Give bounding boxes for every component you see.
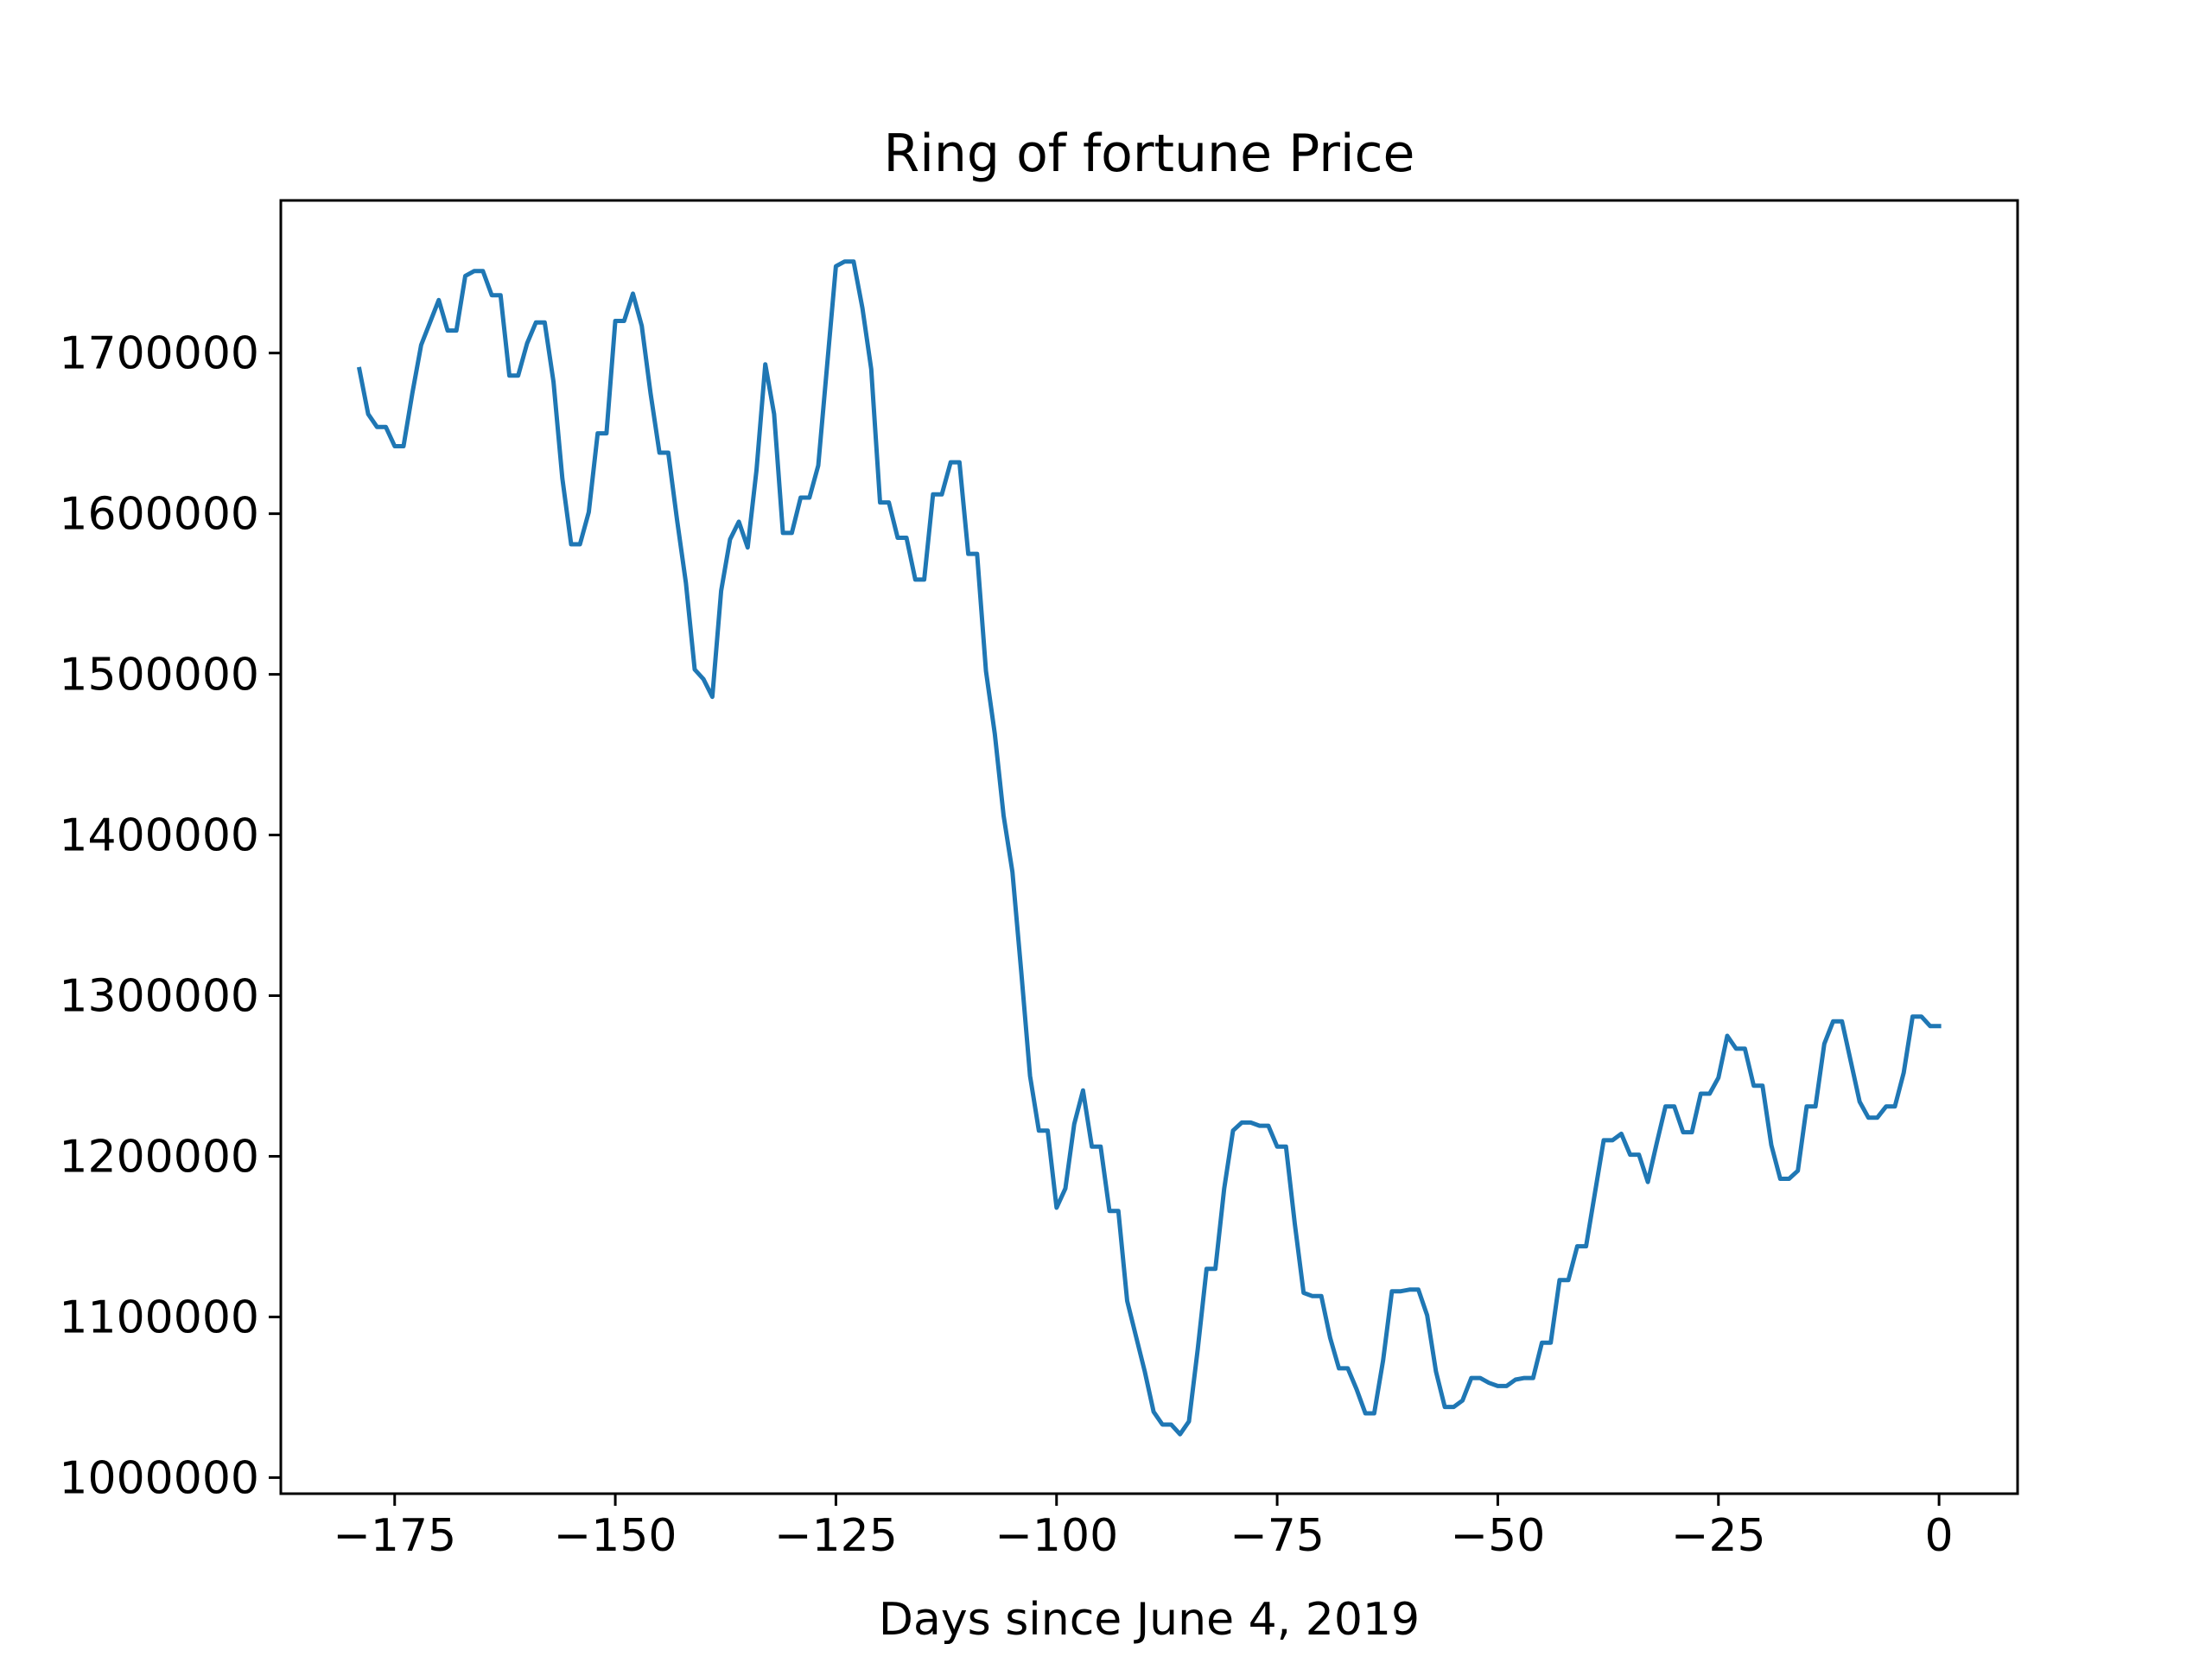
y-tick-label: 1300000	[59, 971, 259, 1023]
y-tick-label: 1400000	[59, 810, 259, 862]
chart-title: Ring of fortune Price	[884, 124, 1415, 184]
x-tick-label: −25	[1671, 1510, 1766, 1562]
axes-frame	[279, 199, 2019, 1495]
x-tick-label: −175	[333, 1510, 456, 1562]
y-tick-label: 1500000	[59, 650, 259, 701]
y-tick-label: 1100000	[59, 1292, 259, 1343]
y-tick-label: 1600000	[59, 489, 259, 541]
y-tick-label: 1200000	[59, 1131, 259, 1183]
x-axis-label: Days since June 4, 2019	[879, 1594, 1420, 1646]
y-axis-ticks: 1000000 1100000 1200000 1300000 1400000 15000…	[59, 328, 281, 1504]
x-tick-label: −100	[995, 1510, 1118, 1562]
x-tick-label: −125	[774, 1510, 898, 1562]
y-tick-label: 1700000	[59, 328, 259, 380]
x-tick-label: −150	[554, 1510, 677, 1562]
series-group	[356, 259, 1942, 1437]
x-tick-label: −75	[1230, 1510, 1325, 1562]
y-tick-label: 1000000	[59, 1452, 259, 1504]
price-series-line	[356, 259, 1942, 1437]
x-axis-ticks: −175 −150 −125 −100 −75 −50 −25 0	[333, 1494, 1954, 1562]
x-tick-label: −50	[1451, 1510, 1546, 1562]
x-tick-label: 0	[1925, 1510, 1954, 1562]
